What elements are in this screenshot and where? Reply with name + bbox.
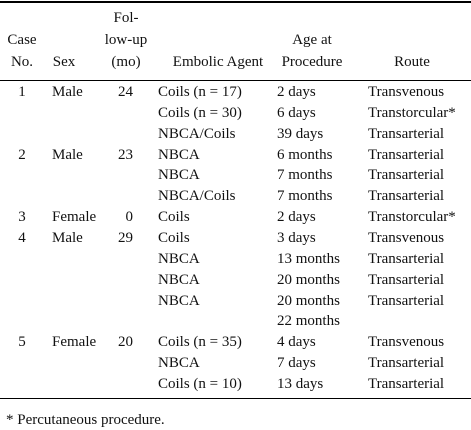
header-cell: Sex	[52, 54, 76, 70]
embolic-agent: NBCA	[158, 167, 200, 184]
embolic-agent: NBCA	[158, 292, 200, 309]
embolic-agent: Coils	[158, 230, 190, 247]
follow-up: 29	[118, 230, 133, 247]
case-number: 4	[18, 230, 26, 247]
case-number: 5	[18, 334, 26, 351]
header-cell: Case	[7, 32, 37, 48]
age-at-procedure: 20 months	[277, 271, 340, 288]
route: Transarterial	[368, 271, 445, 288]
header-cell: Embolic Agent	[172, 54, 264, 70]
embolic-agent: Coils (n = 30)	[158, 104, 242, 121]
embolic-agent: Coils	[158, 209, 190, 226]
sex: Female	[52, 209, 97, 226]
route: Transarterial	[368, 167, 445, 184]
age-at-procedure: 7 months	[277, 167, 333, 184]
header-cell: (mo)	[111, 54, 141, 70]
sex: Male	[52, 146, 83, 163]
route: Transtorcular*	[368, 104, 456, 121]
header-cell: low-up	[104, 32, 148, 48]
sex: Male	[52, 84, 83, 100]
case-number: 2	[18, 146, 26, 163]
route: Transvenous	[368, 230, 445, 247]
header-cell: Fol-	[113, 10, 139, 26]
sex: Female	[52, 334, 97, 351]
follow-up: 23	[118, 146, 133, 163]
route: Transvenous	[368, 84, 445, 100]
embolic-agent: NBCA/Coils	[158, 188, 236, 205]
footnote: * Percutaneous procedure.	[6, 412, 165, 428]
age-at-procedure: 13 days	[277, 376, 324, 393]
route: Transarterial	[368, 188, 445, 205]
embolic-agent: NBCA	[158, 250, 200, 267]
age-at-procedure: 2 days	[277, 84, 316, 100]
age-at-procedure: 20 months	[277, 292, 340, 309]
bottom-rule	[0, 398, 471, 399]
header-rule	[0, 80, 471, 81]
age-at-procedure: 4 days	[277, 334, 316, 351]
age-at-procedure: 7 months	[277, 188, 333, 205]
embolic-agent: NBCA	[158, 146, 200, 163]
embolic-agent: Coils (n = 35)	[158, 334, 242, 351]
embolic-agent: NBCA	[158, 355, 200, 372]
age-at-procedure: 22 months	[277, 313, 340, 330]
embolic-agent: Coils (n = 10)	[158, 376, 242, 393]
age-at-procedure: 6 days	[277, 104, 316, 121]
route: Transarterial	[368, 355, 445, 372]
age-at-procedure: 6 months	[277, 146, 333, 163]
case-number: 1	[18, 84, 26, 100]
route: Transarterial	[368, 125, 445, 142]
route: Transtorcular*	[368, 209, 456, 226]
route: Transarterial	[368, 250, 445, 267]
age-at-procedure: 2 days	[277, 209, 316, 226]
age-at-procedure: 13 months	[277, 250, 340, 267]
age-at-procedure: 3 days	[277, 230, 316, 247]
top-rule	[0, 1, 471, 3]
embolic-agent: NBCA	[158, 271, 200, 288]
follow-up: 0	[125, 209, 134, 226]
header-cell: No.	[10, 54, 34, 70]
embolic-agent: NBCA/Coils	[158, 125, 236, 142]
age-at-procedure: 7 days	[277, 355, 316, 372]
header-cell: Procedure	[281, 54, 343, 70]
route: Transarterial	[368, 146, 445, 163]
route: Transarterial	[368, 376, 445, 393]
age-at-procedure: 39 days	[277, 125, 324, 142]
header-cell: Age at	[292, 32, 332, 48]
follow-up: 20	[118, 334, 133, 351]
route: Transarterial	[368, 292, 445, 309]
case-number: 3	[18, 209, 26, 226]
header-cell: Route	[394, 54, 430, 70]
sex: Male	[52, 230, 83, 247]
embolic-agent: Coils (n = 17)	[158, 84, 242, 100]
follow-up: 24	[118, 84, 133, 100]
route: Transvenous	[368, 334, 445, 351]
